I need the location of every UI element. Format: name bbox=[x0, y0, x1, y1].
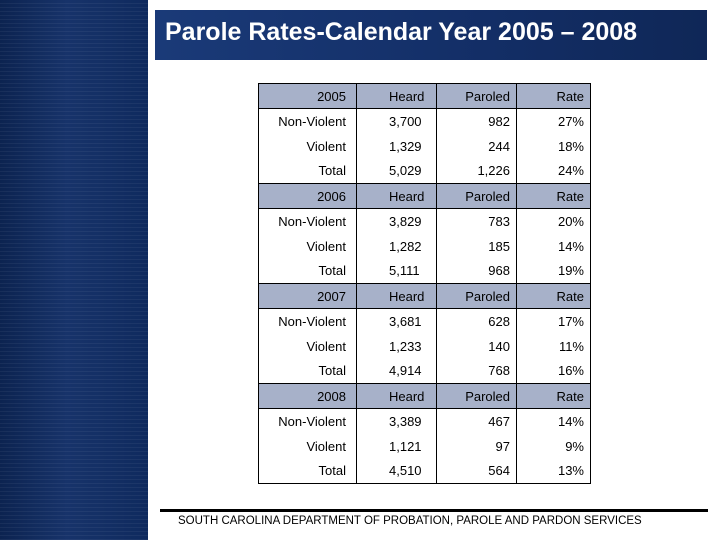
heard-value: 4,510 bbox=[356, 458, 437, 484]
rate-value: 9% bbox=[516, 433, 591, 459]
footer-divider bbox=[160, 509, 708, 512]
paroled-value: 783 bbox=[436, 208, 517, 234]
year-header-row: 2006 Heard Paroled Rate bbox=[258, 183, 591, 209]
heard-value: 3,700 bbox=[356, 108, 437, 134]
heard-header: Heard bbox=[356, 83, 437, 109]
row-label: Total bbox=[258, 258, 357, 284]
heard-value: 4,914 bbox=[356, 358, 437, 384]
table-row: Non-Violent 3,829 783 20% bbox=[258, 208, 591, 234]
paroled-value: 467 bbox=[436, 408, 517, 434]
rate-value: 27% bbox=[516, 108, 591, 134]
row-label: Total bbox=[258, 458, 357, 484]
table-row: Violent 1,329 244 18% bbox=[258, 133, 591, 159]
rate-value: 16% bbox=[516, 358, 591, 384]
table-row: Violent 1,282 185 14% bbox=[258, 233, 591, 259]
table-row: Violent 1,233 140 11% bbox=[258, 333, 591, 359]
paroled-value: 768 bbox=[436, 358, 517, 384]
rate-value: 24% bbox=[516, 158, 591, 184]
year-cell: 2005 bbox=[258, 83, 357, 109]
paroled-value: 968 bbox=[436, 258, 517, 284]
paroled-value: 982 bbox=[436, 108, 517, 134]
rate-value: 14% bbox=[516, 233, 591, 259]
paroled-value: 140 bbox=[436, 333, 517, 359]
rate-value: 14% bbox=[516, 408, 591, 434]
heard-value: 5,029 bbox=[356, 158, 437, 184]
rate-value: 11% bbox=[516, 333, 591, 359]
rate-header: Rate bbox=[516, 383, 591, 409]
rate-value: 20% bbox=[516, 208, 591, 234]
heard-value: 3,389 bbox=[356, 408, 437, 434]
heard-value: 1,282 bbox=[356, 233, 437, 259]
heard-value: 1,121 bbox=[356, 433, 437, 459]
row-label: Total bbox=[258, 358, 357, 384]
paroled-value: 185 bbox=[436, 233, 517, 259]
heard-header: Heard bbox=[356, 283, 437, 309]
parole-rates-table: 2005 Heard Paroled Rate Non-Violent 3,70… bbox=[258, 83, 591, 484]
table-row: Non-Violent 3,389 467 14% bbox=[258, 408, 591, 434]
row-label: Non-Violent bbox=[258, 208, 357, 234]
year-cell: 2006 bbox=[258, 183, 357, 209]
row-label: Violent bbox=[258, 333, 357, 359]
row-label: Non-Violent bbox=[258, 308, 357, 334]
table-row: Total 4,510 564 13% bbox=[258, 458, 591, 484]
heard-value: 1,233 bbox=[356, 333, 437, 359]
year-header-row: 2008 Heard Paroled Rate bbox=[258, 383, 591, 409]
row-label: Non-Violent bbox=[258, 408, 357, 434]
year-header-row: 2005 Heard Paroled Rate bbox=[258, 83, 591, 109]
page-title: Parole Rates-Calendar Year 2005 – 2008 bbox=[165, 18, 638, 46]
table-row: Non-Violent 3,681 628 17% bbox=[258, 308, 591, 334]
rate-header: Rate bbox=[516, 83, 591, 109]
paroled-value: 564 bbox=[436, 458, 517, 484]
paroled-header: Paroled bbox=[436, 283, 517, 309]
rate-value: 13% bbox=[516, 458, 591, 484]
paroled-header: Paroled bbox=[436, 383, 517, 409]
row-label: Total bbox=[258, 158, 357, 184]
paroled-value: 628 bbox=[436, 308, 517, 334]
year-header-row: 2007 Heard Paroled Rate bbox=[258, 283, 591, 309]
rate-header: Rate bbox=[516, 183, 591, 209]
row-label: Violent bbox=[258, 133, 357, 159]
row-label: Violent bbox=[258, 233, 357, 259]
heard-header: Heard bbox=[356, 383, 437, 409]
rate-value: 19% bbox=[516, 258, 591, 284]
decorative-side-panel bbox=[0, 0, 148, 540]
heard-value: 5,111 bbox=[356, 258, 437, 284]
paroled-header: Paroled bbox=[436, 83, 517, 109]
heard-value: 1,329 bbox=[356, 133, 437, 159]
paroled-value: 97 bbox=[436, 433, 517, 459]
heard-value: 3,681 bbox=[356, 308, 437, 334]
table-row: Total 5,029 1,226 24% bbox=[258, 158, 591, 184]
table-row: Non-Violent 3,700 982 27% bbox=[258, 108, 591, 134]
footer-agency-name: SOUTH CAROLINA DEPARTMENT OF PROBATION, … bbox=[178, 515, 642, 527]
year-cell: 2008 bbox=[258, 383, 357, 409]
heard-value: 3,829 bbox=[356, 208, 437, 234]
rate-value: 18% bbox=[516, 133, 591, 159]
paroled-header: Paroled bbox=[436, 183, 517, 209]
row-label: Non-Violent bbox=[258, 108, 357, 134]
title-bar: Parole Rates-Calendar Year 2005 – 2008 bbox=[155, 10, 707, 60]
table-row: Total 4,914 768 16% bbox=[258, 358, 591, 384]
year-cell: 2007 bbox=[258, 283, 357, 309]
row-label: Violent bbox=[258, 433, 357, 459]
paroled-value: 1,226 bbox=[436, 158, 517, 184]
heard-header: Heard bbox=[356, 183, 437, 209]
table-row: Violent 1,121 97 9% bbox=[258, 433, 591, 459]
paroled-value: 244 bbox=[436, 133, 517, 159]
rate-value: 17% bbox=[516, 308, 591, 334]
table-row: Total 5,111 968 19% bbox=[258, 258, 591, 284]
rate-header: Rate bbox=[516, 283, 591, 309]
